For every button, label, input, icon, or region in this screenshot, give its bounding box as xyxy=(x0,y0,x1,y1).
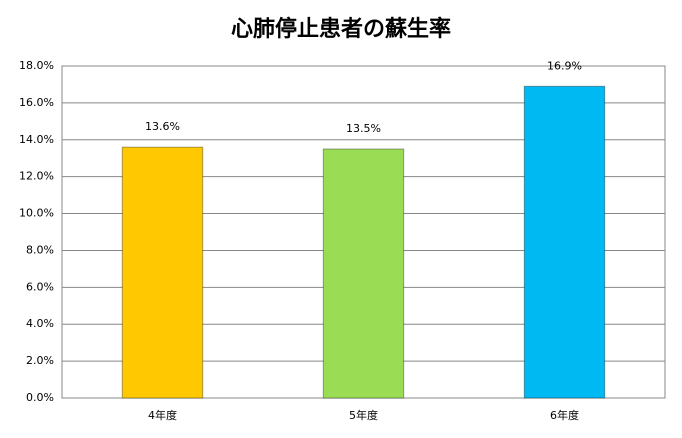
bar xyxy=(523,85,606,399)
x-tick-label: 6年度 xyxy=(550,408,579,422)
y-tick-label: 4.0% xyxy=(26,317,54,330)
y-tick-label: 8.0% xyxy=(26,243,54,256)
y-tick-label: 14.0% xyxy=(19,133,54,146)
y-tick-label: 0.0% xyxy=(26,391,54,404)
y-tick-label: 10.0% xyxy=(19,207,54,220)
bar xyxy=(322,148,405,399)
y-tick-label: 18.0% xyxy=(19,59,54,72)
y-tick-label: 16.0% xyxy=(19,96,54,109)
x-tick-label: 4年度 xyxy=(148,408,177,422)
bar xyxy=(121,146,204,399)
value-label: 16.9% xyxy=(547,59,582,72)
y-tick-label: 6.0% xyxy=(26,280,54,293)
y-tick-label: 12.0% xyxy=(19,170,54,183)
chart-title: 心肺停止患者の蘇生率 xyxy=(231,16,451,42)
value-label: 13.6% xyxy=(145,120,180,133)
y-tick-label: 2.0% xyxy=(26,354,54,367)
value-label: 13.5% xyxy=(346,122,381,135)
x-tick-label: 5年度 xyxy=(349,408,378,422)
